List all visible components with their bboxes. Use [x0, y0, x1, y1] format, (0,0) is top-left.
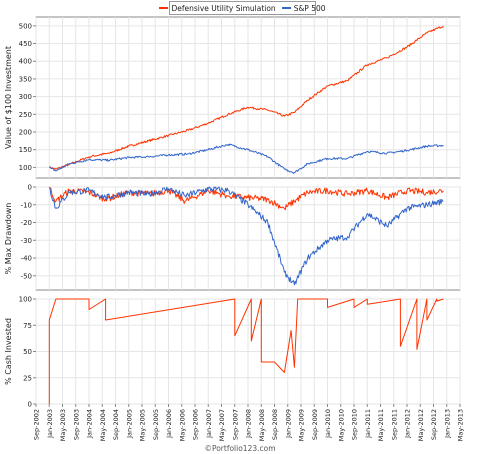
x-tick-label: Jan-2008: [245, 409, 253, 439]
x-tick-label: Jan-2003: [46, 409, 54, 439]
y-axis-label-0: Value of $100 Investment: [4, 46, 13, 149]
x-tick-label: Sep-2004: [112, 409, 120, 440]
x-tick-label: Jan-2004: [86, 409, 94, 439]
y-tick-label: 50: [23, 348, 32, 356]
credit-text: ©Portfolio123.com: [204, 444, 275, 453]
legend-label-sp500: S&P 500: [293, 3, 326, 13]
y-tick-label: 500: [19, 22, 32, 30]
y-tick-label: 0: [28, 184, 32, 192]
series-line-utility-panel-2: [48, 298, 444, 404]
x-tick-label: May-2013: [457, 409, 465, 441]
y-tick-label: 350: [19, 75, 32, 83]
y-tick-label: -50: [21, 272, 32, 280]
y-tick-label: 100: [19, 164, 32, 172]
y-tick-label: 300: [19, 93, 32, 101]
x-tick-label: Sep-2009: [311, 409, 319, 440]
legend-item-sp500: S&P 500: [281, 3, 326, 13]
x-tick-label: Sep-2007: [231, 409, 239, 440]
y-axis-label-2: % Cash Invested: [4, 318, 13, 385]
x-tick-label: Sep-2002: [33, 409, 41, 440]
y-tick-label: 450: [19, 40, 32, 48]
y-tick-label: -40: [21, 255, 32, 263]
x-tick-label: May-2012: [417, 409, 425, 441]
series-line-sp500-panel-1: [48, 186, 444, 286]
x-tick-label: Jan-2012: [404, 409, 412, 439]
x-tick-label: May-2009: [298, 409, 306, 441]
y-tick-label: 250: [19, 111, 32, 119]
x-tick-label: Sep-2008: [271, 409, 279, 440]
x-tick-label: Sep-2006: [192, 409, 200, 440]
x-tick-label: Jan-2007: [205, 409, 213, 439]
series-line-utility-panel-1: [48, 186, 444, 211]
legend-item-utility: Defensive Utility Simulation: [159, 3, 276, 13]
x-tick-label: Jan-2010: [324, 409, 332, 439]
y-tick-label: 150: [19, 146, 32, 154]
series-line-sp500-panel-0: [49, 143, 444, 174]
y-tick-label: 25: [23, 374, 32, 382]
legend-label-utility: Defensive Utility Simulation: [171, 3, 276, 13]
chart-legend: Defensive Utility Simulation S&P 500: [159, 1, 326, 15]
y-axis-label-1: % Max Drawdown: [4, 203, 13, 275]
y-tick-label: -30: [21, 237, 32, 245]
y-tick-label: -20: [21, 219, 32, 227]
x-tick-label: May-2008: [258, 409, 266, 441]
x-tick-label: Sep-2010: [351, 409, 359, 440]
x-tick-label: Jan-2011: [364, 409, 372, 439]
x-tick-label: Sep-2012: [430, 409, 438, 440]
x-tick-label: May-2005: [139, 409, 147, 441]
legend-swatch-utility: [159, 7, 169, 9]
y-tick-label: 0: [28, 401, 32, 409]
x-tick-label: Jan-2005: [125, 409, 133, 439]
series-line-utility-panel-0: [48, 25, 444, 170]
x-tick-label: May-2006: [178, 409, 186, 441]
y-tick-label: -10: [21, 201, 32, 209]
x-tick-label: Jan-2006: [165, 409, 173, 439]
x-tick-label: May-2003: [59, 409, 67, 441]
y-tick-label: 100: [19, 296, 32, 304]
x-tick-label: Jan-2013: [443, 409, 451, 439]
y-tick-label: 200: [19, 129, 32, 137]
x-tick-label: May-2010: [337, 409, 345, 441]
y-tick-label: 75: [23, 322, 32, 330]
x-tick-label: Sep-2003: [72, 409, 80, 440]
x-tick-label: May-2004: [99, 409, 107, 441]
x-tick-label: Sep-2005: [152, 409, 160, 440]
x-tick-label: Sep-2011: [390, 409, 398, 440]
legend-swatch-sp500: [281, 7, 291, 9]
x-tick-label: May-2007: [218, 409, 226, 441]
x-tick-label: May-2011: [377, 409, 385, 441]
y-tick-label: 400: [19, 58, 32, 66]
x-tick-label: Jan-2009: [284, 409, 292, 439]
